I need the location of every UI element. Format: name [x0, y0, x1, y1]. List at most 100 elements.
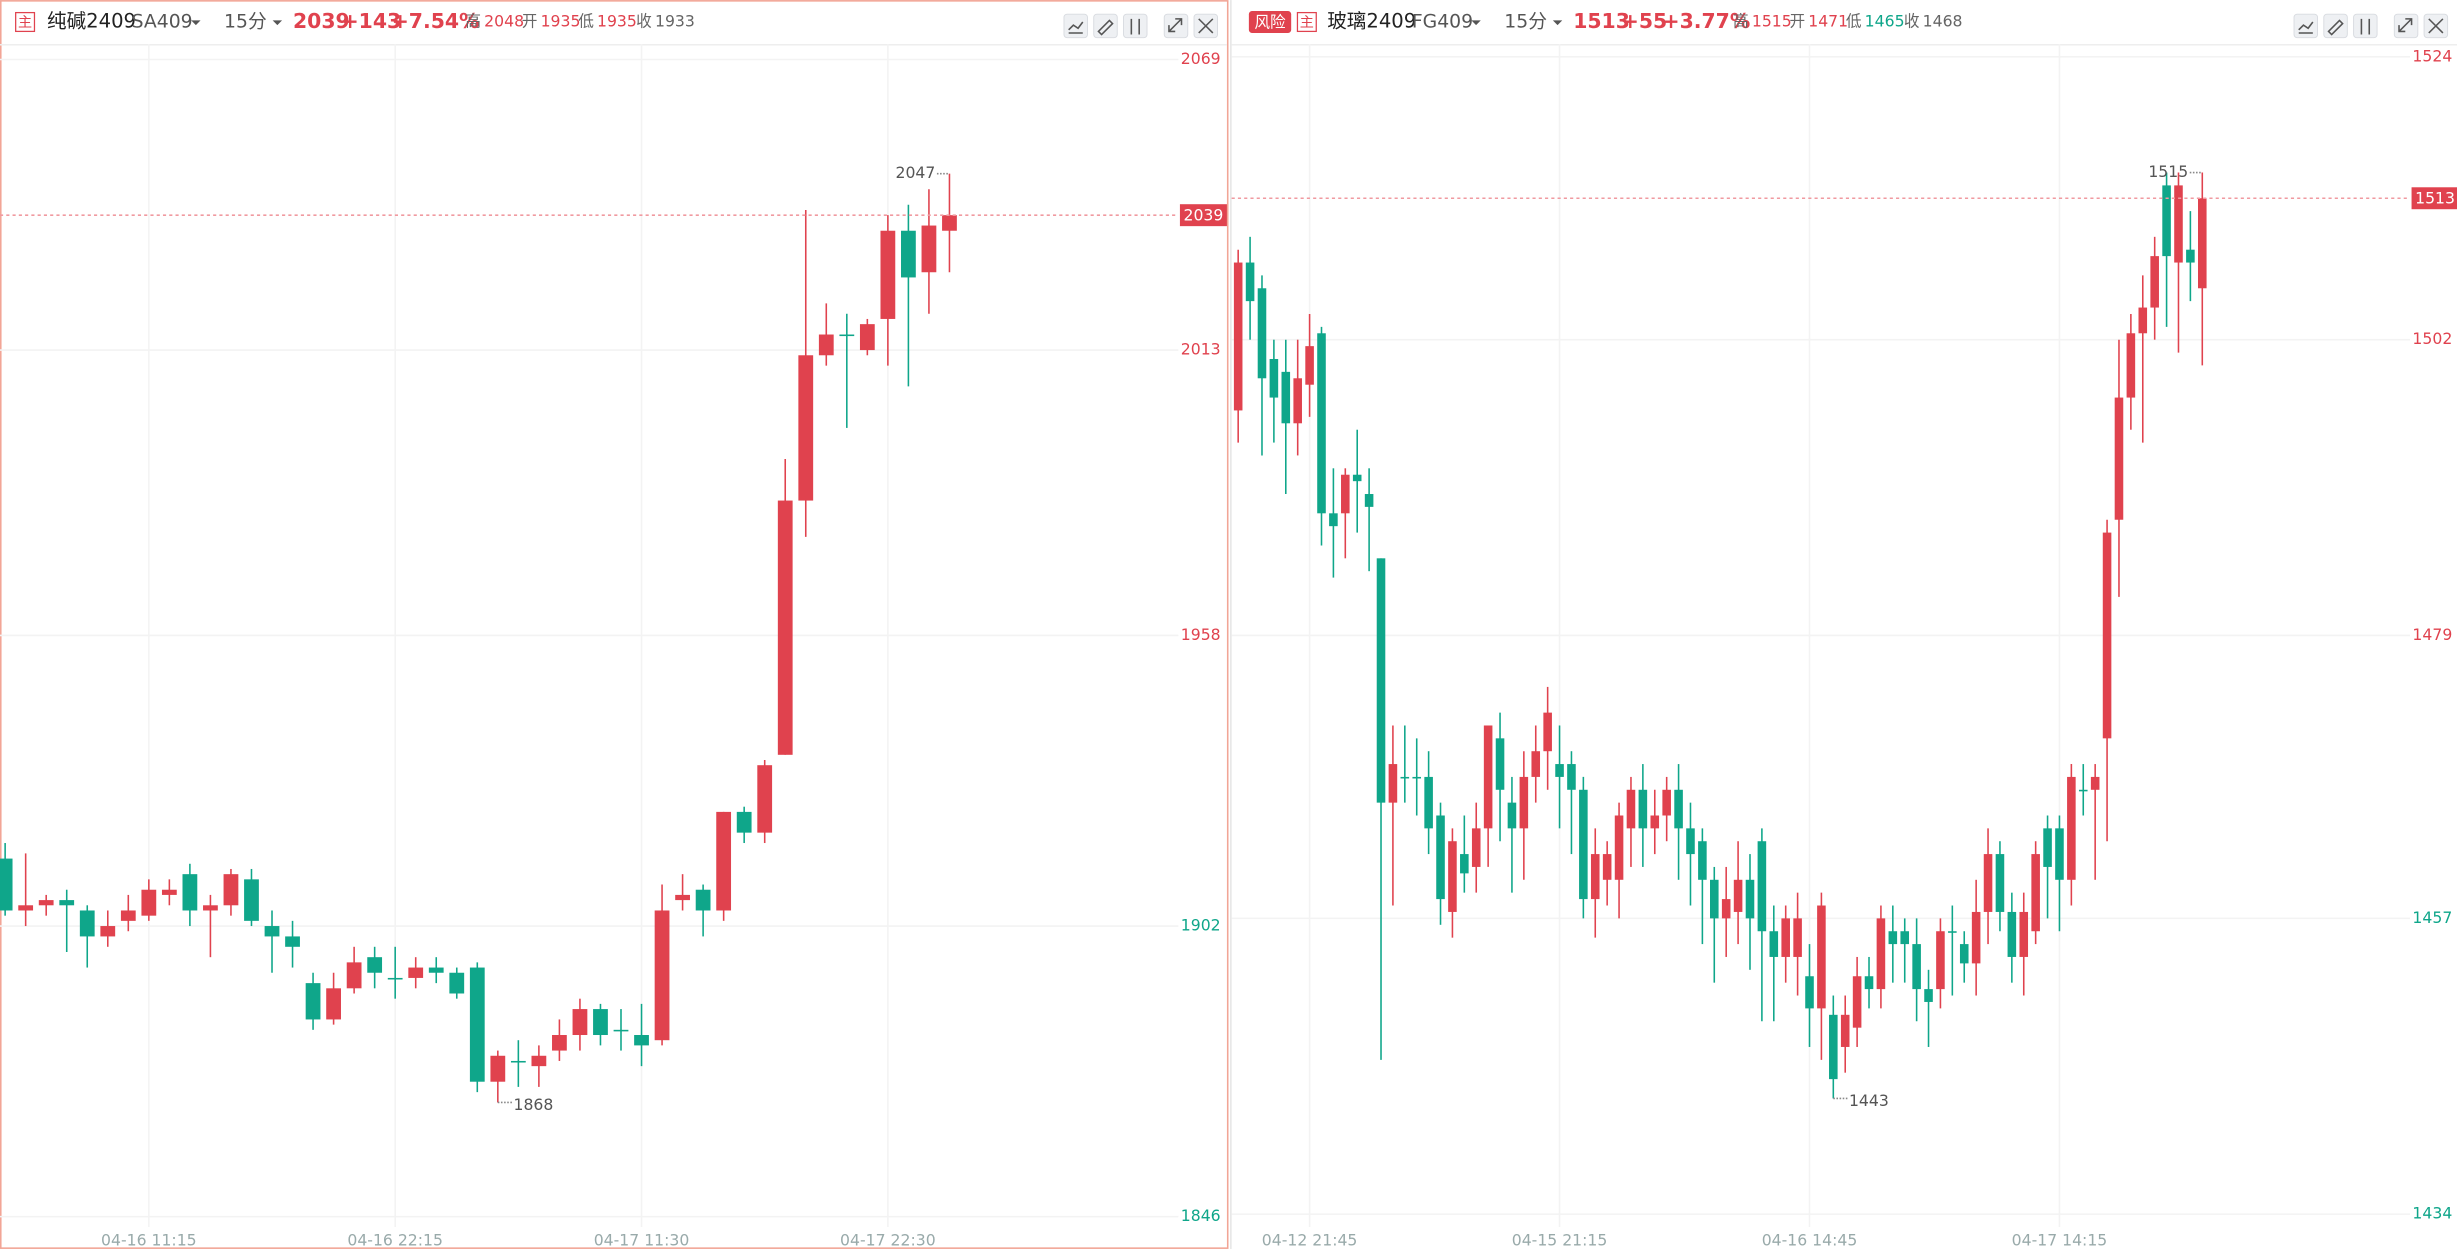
candle-body [1567, 764, 1576, 790]
candle-body [1805, 976, 1814, 1009]
candle-body [1376, 558, 1386, 803]
y-tick-label: 1457 [2412, 908, 2452, 927]
tag-box [15, 11, 36, 33]
stat-label: 收 [1904, 12, 1920, 31]
candle-body [572, 1009, 588, 1036]
risk-text: 风险 [1254, 12, 1286, 31]
candle-body [1674, 789, 1683, 829]
candle-body [2090, 776, 2100, 790]
candle-body [1876, 918, 1886, 990]
low-marker: 1868 [513, 1095, 553, 1114]
stat-label: 开 [1789, 12, 1805, 31]
price-tag-label: 1513 [2415, 189, 2455, 208]
candle-body [59, 900, 75, 906]
stat-value: 1515 [1752, 12, 1792, 31]
candle-body [1709, 879, 1719, 919]
candle-body [634, 1035, 649, 1046]
candle-body [2162, 185, 2171, 257]
candle-body [1602, 854, 1612, 880]
candle-body [1948, 931, 1957, 933]
candle-body [1590, 854, 1600, 900]
candle-body [2174, 185, 2183, 263]
stat-value: 1465 [1865, 12, 1905, 31]
candle-body [1995, 854, 2005, 912]
candle-body [387, 977, 403, 980]
candle-body [2031, 854, 2040, 932]
candle-body [0, 858, 13, 911]
candle-body [285, 936, 300, 947]
contract-code[interactable]: SA409 [132, 12, 193, 33]
contract-code[interactable]: FG409 [1412, 12, 1473, 33]
candle-body [777, 500, 793, 755]
draw-button[interactable] [1093, 13, 1118, 39]
panel-divider [1230, 0, 1232, 1249]
panel-border [0, 0, 1229, 1249]
dropdown-caret[interactable] [1552, 20, 1563, 26]
candle-body [326, 988, 341, 1020]
stat-value: 1471 [1808, 12, 1848, 31]
candle-body [1852, 976, 1862, 1028]
candle-body [1900, 931, 1910, 945]
icon [2428, 18, 2444, 34]
candle-body [880, 230, 896, 319]
candle-body [449, 972, 465, 994]
candle-body [2102, 532, 2112, 739]
candle-body [2138, 307, 2148, 334]
candle-body [1829, 1014, 1838, 1080]
candle-body [120, 910, 136, 921]
candle-body [2067, 776, 2076, 880]
candle-body [2198, 198, 2207, 289]
candle-body [1317, 333, 1326, 514]
expand-button[interactable] [2393, 13, 2419, 39]
candle-body [1341, 474, 1350, 514]
candle-body [428, 967, 444, 973]
y-tick-label: 1479 [2412, 625, 2452, 644]
period[interactable]: 15分 [1504, 11, 1547, 33]
y-tick-label: 1434 [2412, 1204, 2452, 1223]
stat-label: 低 [1846, 12, 1862, 31]
icon [2398, 18, 2413, 33]
candle-body [839, 334, 855, 337]
candle-body [223, 874, 239, 906]
contract-name[interactable]: 纯碱2409 [47, 10, 136, 33]
candle-button[interactable] [2353, 13, 2378, 39]
stat-value: 1933 [655, 12, 695, 31]
price-tag [2411, 187, 2457, 210]
icon [1198, 18, 1214, 34]
icon [2360, 18, 2371, 35]
stat-label: 收 [636, 12, 652, 31]
candle-body [1936, 931, 1945, 990]
stat-value: 1935 [597, 12, 637, 31]
candle-button[interactable] [1123, 13, 1148, 39]
candle-body [1412, 776, 1422, 779]
expand-button[interactable] [1163, 13, 1189, 39]
candle-body [1531, 751, 1541, 777]
dropdown-caret[interactable] [191, 20, 201, 26]
candle-body [2007, 911, 2017, 957]
draw-button[interactable] [2323, 13, 2348, 39]
icon [2327, 19, 2344, 36]
candle-body [2186, 249, 2195, 263]
y-tick-label: 1902 [1181, 916, 1221, 935]
period[interactable]: 15分 [224, 11, 267, 33]
stat-value: 1468 [1923, 12, 1963, 31]
dropdown-caret[interactable] [1471, 20, 1481, 26]
high-marker: 2047 [895, 163, 935, 182]
toolbar [2293, 13, 2449, 39]
candle-body [1352, 474, 1362, 482]
candle-body [675, 894, 690, 901]
candle-body [736, 811, 752, 833]
contract-name[interactable]: 玻璃2409 [1327, 10, 1416, 33]
icon [1097, 19, 1114, 36]
candle-body [2043, 828, 2052, 867]
candle-body [818, 334, 834, 356]
candle-body [593, 1009, 608, 1036]
candle-body [1233, 262, 1243, 411]
dropdown-caret[interactable] [272, 20, 283, 26]
candle-body [1757, 841, 1767, 932]
candle-body [1555, 764, 1564, 777]
candle-body [2114, 397, 2124, 520]
